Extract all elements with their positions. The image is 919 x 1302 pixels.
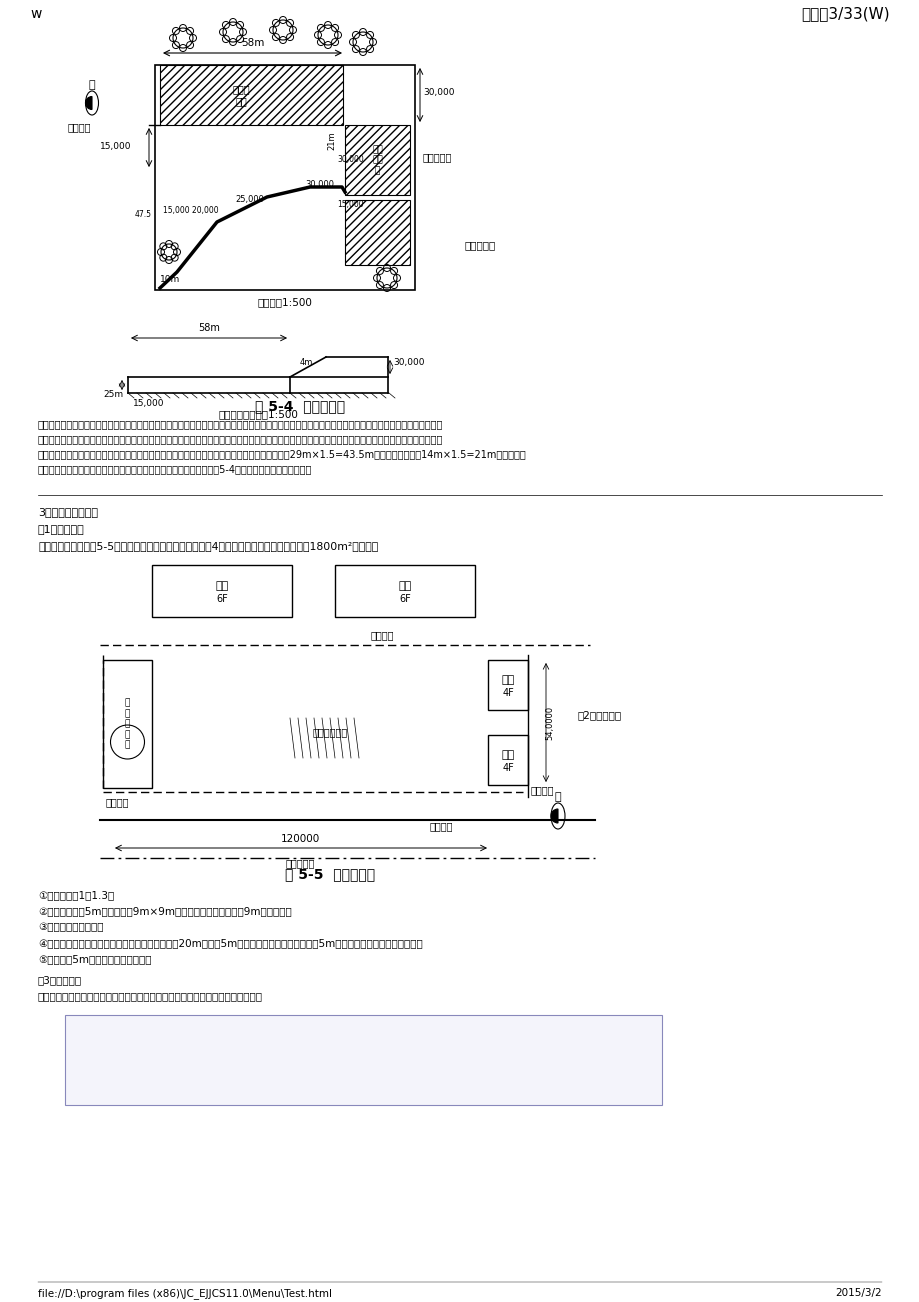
Wedge shape [550, 809, 558, 823]
Text: 25m: 25m [103, 391, 123, 398]
Text: 4m: 4m [300, 358, 313, 367]
Text: 住宅: 住宅 [398, 581, 411, 591]
Text: w: w [30, 7, 41, 21]
Text: ⑤人防通道5m范围内不得布置建筑。: ⑤人防通道5m范围内不得布置建筑。 [38, 954, 152, 963]
Text: 北: 北 [554, 792, 561, 802]
Text: 古树中心及原科研楼的西南角为圆心的弧线一定不能忽视，由此得出图5-4虚线所示的最大可建设范围。: 古树中心及原科研楼的西南角为圆心的弧线一定不能忽视，由此得出图5-4虚线所示的最… [38, 464, 312, 474]
Text: 21m: 21m [326, 132, 335, 150]
Text: 关于场地作图中确定改、扩建建筑可建范围的问题，一般包括日照间距、消防、安全、视线干扰、通风采光、防噪等等。该题目属于考查考生在有限制条件的: 关于场地作图中确定改、扩建建筑可建范围的问题，一般包括日照间距、消防、安全、视线… [38, 419, 443, 428]
Text: 基地边界线: 基地边界线 [423, 152, 452, 161]
Text: 道路红线: 道路红线 [429, 822, 453, 831]
Text: ②商场层高均为5m，柱网尺寸9m×9m，各层各方向总尺寸均为9m的总数倍；: ②商场层高均为5m，柱网尺寸9m×9m，各层各方向总尺寸均为9m的总数倍； [38, 906, 291, 917]
Text: 6F: 6F [216, 594, 228, 604]
Text: 道路红线: 道路红线 [68, 122, 91, 132]
Text: 住宅: 住宅 [501, 674, 514, 685]
Text: 30,000: 30,000 [423, 87, 454, 96]
Text: 让以及考虑地形高差的影响，然后再确定不同等高面的可建范围的拐点。可建范围西端日照间距为29m×1.5=43.5m，东端日照间距为14m×1.5=21m。另外，以: 让以及考虑地形高差的影响，然后再确定不同等高面的可建范围的拐点。可建范围西端日照… [38, 449, 527, 460]
Text: 用地界线: 用地界线 [530, 785, 554, 796]
Text: 30,000: 30,000 [336, 155, 363, 164]
Text: 住宅: 住宅 [501, 750, 514, 760]
Text: 4F: 4F [502, 763, 514, 773]
Text: （2）布置要求: （2）布置要求 [577, 710, 621, 720]
Text: 地下人防通道: 地下人防通道 [312, 727, 347, 737]
Bar [335, 565, 474, 617]
Text: 3．商业区场地设计: 3．商业区场地设计 [38, 506, 98, 517]
Bar [345, 125, 410, 195]
Text: 原有办
公楼: 原有办 公楼 [233, 85, 250, 105]
Text: 原有
科研
楼: 原有 科研 楼 [371, 145, 382, 174]
Text: 15,000: 15,000 [336, 201, 363, 210]
Bar [103, 660, 152, 788]
Text: （1）任务要求: （1）任务要求 [38, 523, 85, 534]
Text: 15,000: 15,000 [100, 142, 131, 151]
Text: 6F: 6F [399, 594, 411, 604]
Text: 北: 北 [88, 79, 96, 90]
Text: 解题思路：: 解题思路： [464, 240, 495, 250]
Text: 58m: 58m [198, 323, 220, 333]
Text: 15,000: 15,000 [133, 398, 165, 408]
Text: 绘出拟建商场及停车场的建设范围，标注建设范围至边界线间相邻建筑物的距离。: 绘出拟建商场及停车场的建设范围，标注建设范围至边界线间相邻建筑物的距离。 [38, 991, 263, 1001]
Text: 总平面图1:500: 总平面图1:500 [257, 297, 312, 307]
Text: 58m: 58m [241, 38, 264, 48]
Text: 住宅: 住宅 [215, 581, 229, 591]
Bar [152, 565, 291, 617]
Bar [487, 660, 528, 710]
Text: 高
层
办
公
楼: 高 层 办 公 楼 [125, 699, 130, 749]
Bar [487, 736, 528, 785]
Bar [154, 65, 414, 290]
Text: ③地下室范围同一层；: ③地下室范围同一层； [38, 922, 104, 932]
Text: ①日照间距：1：1.3；: ①日照间距：1：1.3； [38, 891, 114, 900]
Text: 4F: 4F [502, 687, 514, 698]
Text: 用地界线: 用地界线 [106, 797, 130, 807]
Text: 图 5-5  场地现状图: 图 5-5 场地现状图 [285, 867, 375, 881]
Text: 在给定场地内（见图5-5）布置最大面积商场一栋（不大于4层），在其一层地下室布置一个1800m²停车场。: 在给定场地内（见图5-5）布置最大面积商场一栋（不大于4层），在其一层地下室布置… [38, 542, 378, 551]
Text: file://D:\program files (x86)\JC_EJJCS11.0\Menu\Test.html: file://D:\program files (x86)\JC_EJJCS11… [38, 1288, 332, 1299]
Text: 情况下综合考虑场地内最大的可建设范围，道路及基地退线等问题的把握能力，所以题目关键点是确定原有办公楼的日照间距、古树的退线、原有科研楼的退: 情况下综合考虑场地内最大的可建设范围，道路及基地退线等问题的把握能力，所以题目关… [38, 434, 443, 444]
Bar [345, 201, 410, 266]
Bar [65, 1016, 662, 1105]
Text: 图 5-4  设计试作图: 图 5-4 设计试作图 [255, 398, 345, 413]
Wedge shape [85, 96, 92, 109]
Text: 原办公楼南立面图1:500: 原办公楼南立面图1:500 [218, 409, 298, 419]
Text: 2015/3/2: 2015/3/2 [834, 1288, 881, 1298]
Text: 30,000: 30,000 [305, 180, 334, 189]
Text: 120000: 120000 [280, 835, 319, 844]
Text: ④商场东西侧均按规范要求退让，南侧退道路红线20m，北侧5m。停车场南北退道路红线均为5m，东西方向均按规范要求退让；: ④商场东西侧均按规范要求退让，南侧退道路红线20m，北侧5m。停车场南北退道路红… [38, 937, 423, 948]
Text: 页码，3/33(W): 页码，3/33(W) [800, 7, 889, 21]
Text: 15,000 20,000: 15,000 20,000 [163, 206, 219, 215]
Text: 47.5: 47.5 [135, 210, 152, 219]
Bar [160, 65, 343, 125]
Text: 道路中心线: 道路中心线 [285, 858, 314, 868]
Text: 道路红线: 道路红线 [369, 630, 393, 641]
Text: （3）作图要求: （3）作图要求 [38, 975, 82, 986]
Text: 30,000: 30,000 [392, 358, 424, 367]
Text: 10m: 10m [160, 275, 180, 284]
Text: 54,0000: 54,0000 [545, 706, 554, 740]
Text: 25,000: 25,000 [234, 195, 264, 204]
